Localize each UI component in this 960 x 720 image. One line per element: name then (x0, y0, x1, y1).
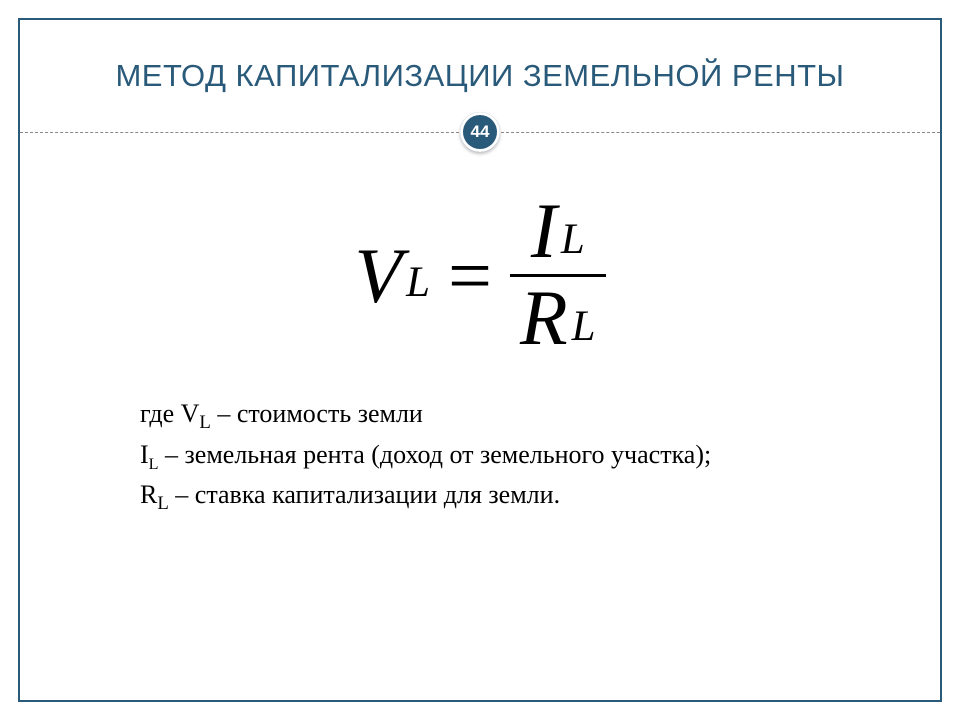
description: где VL – стоимость земли IL – земельная … (20, 399, 940, 516)
d3-sub: L (157, 494, 168, 515)
formula-lhs: V L (354, 237, 430, 315)
denominator: R L (510, 279, 606, 359)
d2-post: – земельная рента (доход от земельного у… (159, 440, 712, 469)
lhs-sub: L (406, 258, 430, 307)
slide-title: МЕТОД КАПИТАЛИЗАЦИИ ЗЕМЕЛЬНОЙ РЕНТЫ (20, 20, 940, 94)
numerator: I L (521, 192, 595, 272)
d2-sub: L (149, 456, 159, 473)
d3-pre: R (140, 480, 157, 509)
equals-sign: = (448, 231, 492, 321)
d3-post: – ставка капитализации для земли. (169, 480, 560, 509)
d1-pre: где V (140, 399, 199, 428)
desc-line-3: RL – ставка капитализации для земли. (140, 480, 880, 515)
divider: 44 (20, 112, 940, 152)
den-sub: L (572, 302, 596, 351)
lhs-var: V (354, 237, 402, 315)
slide-frame: МЕТОД КАПИТАЛИЗАЦИИ ЗЕМЕЛЬНОЙ РЕНТЫ 44 V… (18, 18, 942, 702)
desc-line-1: где VL – стоимость земли (140, 399, 880, 434)
page-number-badge: 44 (460, 112, 500, 152)
desc-line-2: IL – земельная рента (доход от земельног… (140, 440, 880, 474)
num-var: I (531, 192, 557, 270)
num-sub: L (561, 215, 585, 264)
den-var: R (520, 279, 568, 357)
d1-post: – стоимость земли (211, 399, 423, 428)
formula: V L = I L R L (20, 192, 940, 359)
formula-fraction: I L R L (510, 192, 606, 359)
d2-pre: I (140, 440, 149, 469)
d1-sub: L (199, 412, 210, 433)
